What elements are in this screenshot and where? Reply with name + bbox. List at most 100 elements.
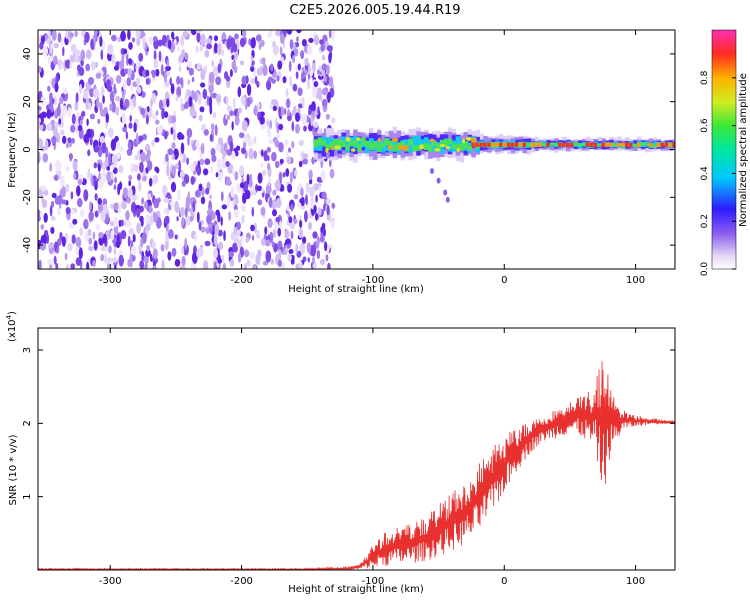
noise-speckle [238, 165, 245, 177]
noise-speckle [93, 162, 98, 169]
signal-core-cell [664, 142, 668, 147]
noise-speckle [284, 139, 289, 147]
noise-speckle [88, 245, 94, 252]
noise-speckle [286, 30, 293, 35]
noise-speckle [255, 34, 262, 42]
noise-speckle [272, 44, 279, 56]
signal-peak-blob [461, 138, 466, 144]
noise-speckle [215, 76, 222, 86]
noise-speckle [235, 145, 241, 151]
noise-speckle [192, 111, 197, 117]
noise-speckle [60, 176, 65, 188]
noise-speckle [57, 194, 63, 205]
noise-speckle [256, 185, 263, 192]
noise-speckle [266, 146, 271, 153]
snr-x-tick-label: 100 [626, 576, 645, 587]
noise-speckle [71, 137, 75, 144]
signal-band-cell [333, 138, 338, 145]
noise-speckle [213, 247, 218, 259]
noise-speckle [209, 85, 213, 98]
noise-speckle [233, 209, 239, 218]
signal-band-cell [361, 137, 366, 145]
noise-speckle [191, 76, 195, 83]
signal-band-cell [439, 141, 445, 154]
spectrogram-x-ticks: -300 -200 -100 0 100 [99, 30, 645, 286]
noise-speckle [206, 214, 212, 225]
snr-line [38, 361, 675, 570]
noise-speckle [267, 218, 273, 229]
noise-speckle [289, 39, 294, 50]
signal-band-cell [408, 143, 413, 153]
spectrogram-x-tick-label: 100 [626, 275, 645, 286]
noise-speckle [42, 46, 49, 56]
noise-speckle [78, 66, 85, 76]
signal-band-cell [467, 134, 472, 148]
noise-speckle [153, 58, 158, 69]
noise-speckle [136, 207, 141, 218]
signal-band-cell [542, 143, 547, 147]
noise-speckle [51, 192, 57, 199]
noise-speckle [310, 115, 314, 127]
noise-speckle [127, 67, 132, 78]
noise-speckle [64, 252, 68, 261]
noise-speckle [285, 168, 290, 177]
noise-speckle [70, 124, 76, 133]
signal-band-cell [325, 137, 331, 146]
noise-speckle [208, 194, 213, 200]
noise-speckle [278, 142, 284, 153]
noise-speckle [295, 71, 299, 80]
noise-speckle [310, 68, 314, 77]
noise-speckle [315, 194, 318, 203]
noise-speckle [80, 49, 86, 61]
noise-speckle [122, 90, 125, 101]
noise-speckle [276, 132, 280, 141]
signal-peak-blob [419, 144, 424, 150]
noise-speckle [148, 177, 153, 187]
signal-band-cell [333, 140, 338, 151]
noise-speckle [164, 215, 170, 225]
noise-speckle [325, 198, 331, 205]
noise-speckle [50, 226, 55, 234]
noise-speckle [257, 199, 263, 206]
noise-speckle [170, 126, 174, 135]
noise-speckle [121, 200, 127, 210]
noise-speckle [123, 68, 129, 75]
snr-y-tick-label: 3 [22, 347, 33, 353]
noise-speckle [301, 97, 305, 109]
signal-core-cell [648, 142, 653, 147]
noise-speckle [196, 211, 200, 223]
signal-tail-blob [445, 196, 450, 203]
signal-band-cell [337, 139, 342, 148]
noise-speckle [97, 118, 101, 125]
noise-speckle [270, 258, 275, 265]
signal-core-cell [562, 142, 566, 147]
noise-speckle [250, 55, 253, 61]
noise-speckle [139, 161, 144, 173]
noise-speckle [326, 64, 330, 75]
spectrogram-x-tick-label: -200 [230, 275, 253, 286]
noise-speckle [167, 39, 172, 50]
noise-speckle [61, 236, 66, 248]
noise-speckle [135, 30, 141, 39]
noise-speckle [233, 97, 236, 110]
noise-speckle [96, 97, 100, 109]
noise-speckle [108, 152, 111, 164]
noise-speckle [174, 163, 179, 170]
noise-speckle [310, 244, 316, 257]
noise-speckle [256, 229, 260, 240]
noise-speckle [253, 190, 257, 196]
noise-speckle [133, 164, 139, 172]
noise-speckle [195, 30, 202, 34]
noise-speckle [62, 87, 68, 95]
noise-speckle [190, 207, 193, 216]
snr-y-tick-label: 1 [22, 493, 33, 499]
noise-speckle [112, 167, 118, 174]
signal-band-cell [365, 140, 370, 148]
noise-speckle [272, 105, 277, 111]
noise-speckle [300, 150, 305, 161]
snr-x-axis-label: Height of straight line (km) [288, 584, 424, 595]
noise-speckle [181, 49, 186, 58]
signal-band-cell [349, 140, 354, 147]
noise-speckle [127, 30, 131, 40]
noise-speckle [305, 194, 308, 206]
